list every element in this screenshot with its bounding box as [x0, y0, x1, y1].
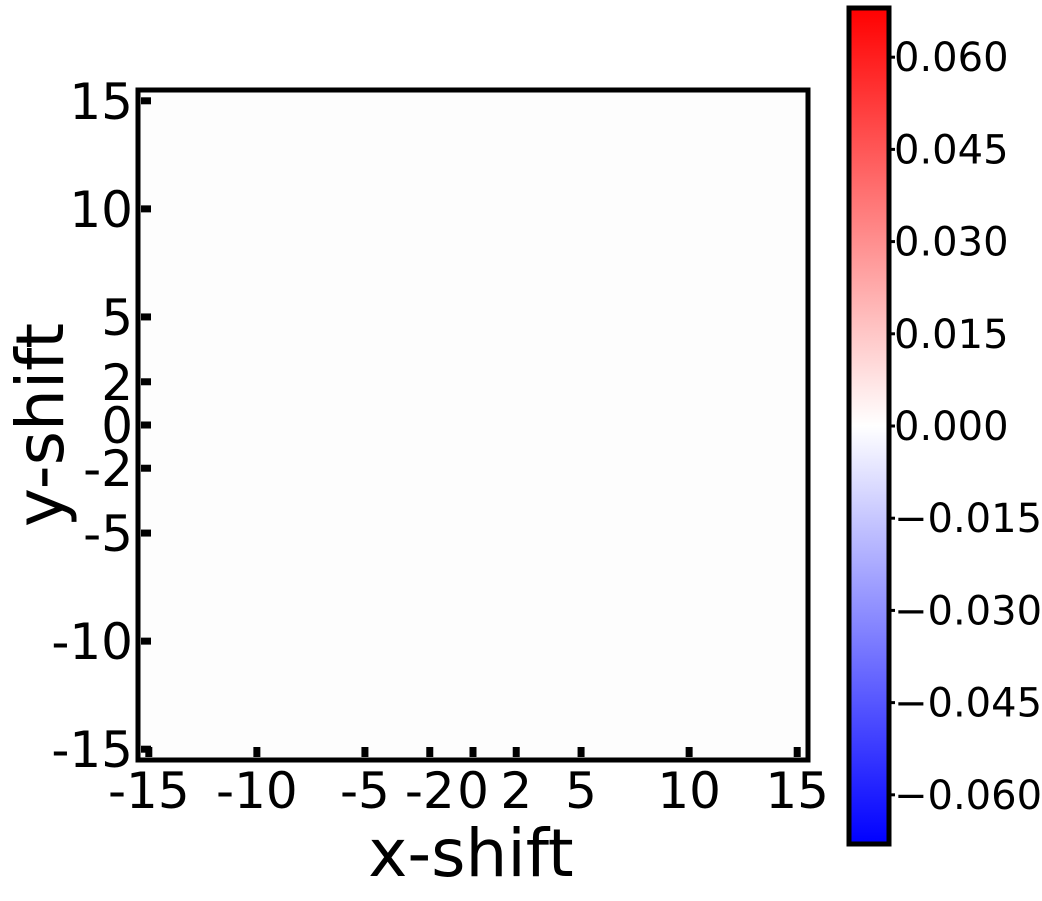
colorbar-tick-label: −0.045 [894, 681, 1042, 727]
colorbar-tick-label: −0.060 [894, 773, 1042, 819]
colorbar-tick-label: 0.015 [894, 312, 1009, 358]
x-axis-label: x-shift [368, 815, 573, 892]
y-tick-label: 15 [69, 73, 133, 131]
y-tick-label: 2 [101, 354, 133, 412]
colorbar-tick-label: 0.045 [894, 127, 1009, 173]
x-tick-label: -5 [340, 762, 390, 820]
x-tick-label: 0 [457, 762, 489, 820]
y-axis-label: y-shift [2, 323, 79, 527]
x-tick-label: 10 [657, 762, 721, 820]
y-axis-ticks: -15 -10 -5 -202 5 10 15 [51, 73, 151, 779]
colorbar-gradient [846, 5, 892, 847]
x-axis-ticks: -15 -10 -5 -2 0 2 5 10 15 [108, 747, 829, 820]
colorbar-ticks: 0.060 0.045 0.030 0.015 0.000 −0.015 −0.030 −0.… [889, 35, 1042, 819]
colorbar-tick-label: 0.030 [894, 220, 1009, 266]
y-tick-label: 5 [101, 289, 133, 347]
x-tick-label: -2 [405, 762, 455, 820]
plot-frame [135, 87, 811, 763]
x-tick-label: -15 [108, 762, 190, 820]
colorbar-tick-label: 0.000 [894, 404, 1009, 450]
x-tick-label: -10 [216, 762, 298, 820]
colorbar-tick-label: −0.030 [894, 588, 1042, 634]
colorbar-tick-label: 0.060 [894, 35, 1009, 81]
y-tick-label: -15 [51, 721, 133, 779]
x-tick-label: 15 [765, 762, 829, 820]
y-tick-label: -5 [83, 505, 133, 563]
x-tick-label: 2 [500, 762, 532, 820]
y-tick-label: 0 [101, 397, 133, 455]
y-tick-label: -2 [83, 440, 133, 498]
colorbar-tick-label: −0.015 [894, 496, 1042, 542]
x-tick-label: 5 [565, 762, 597, 820]
y-tick-label: -10 [51, 613, 133, 671]
y-tick-label: 10 [69, 181, 133, 239]
plot-area [138, 90, 808, 760]
